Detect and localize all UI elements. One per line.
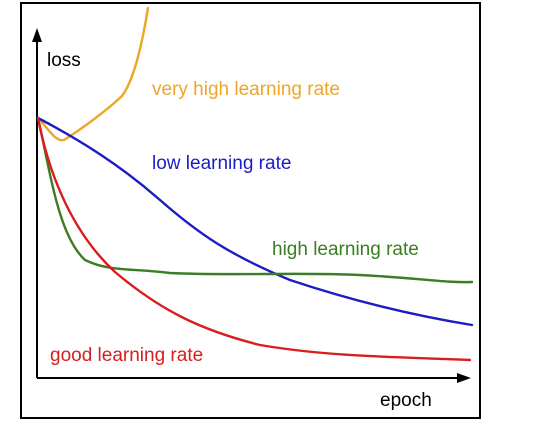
curve [36, 116, 474, 327]
curve [36, 116, 474, 284]
y-axis-label: loss [47, 50, 81, 71]
frame [20, 2, 481, 419]
legend-label: low learning rate [152, 153, 291, 174]
curve [36, 6, 150, 142]
y-axis-arrow [32, 28, 42, 42]
legend-label: good learning rate [50, 345, 203, 366]
legend-label: very high learning rate [152, 79, 340, 100]
x-axis-label: epoch [380, 390, 432, 411]
legend-label: high learning rate [272, 239, 419, 260]
x-axis-arrow [457, 373, 471, 383]
curve [36, 116, 472, 362]
